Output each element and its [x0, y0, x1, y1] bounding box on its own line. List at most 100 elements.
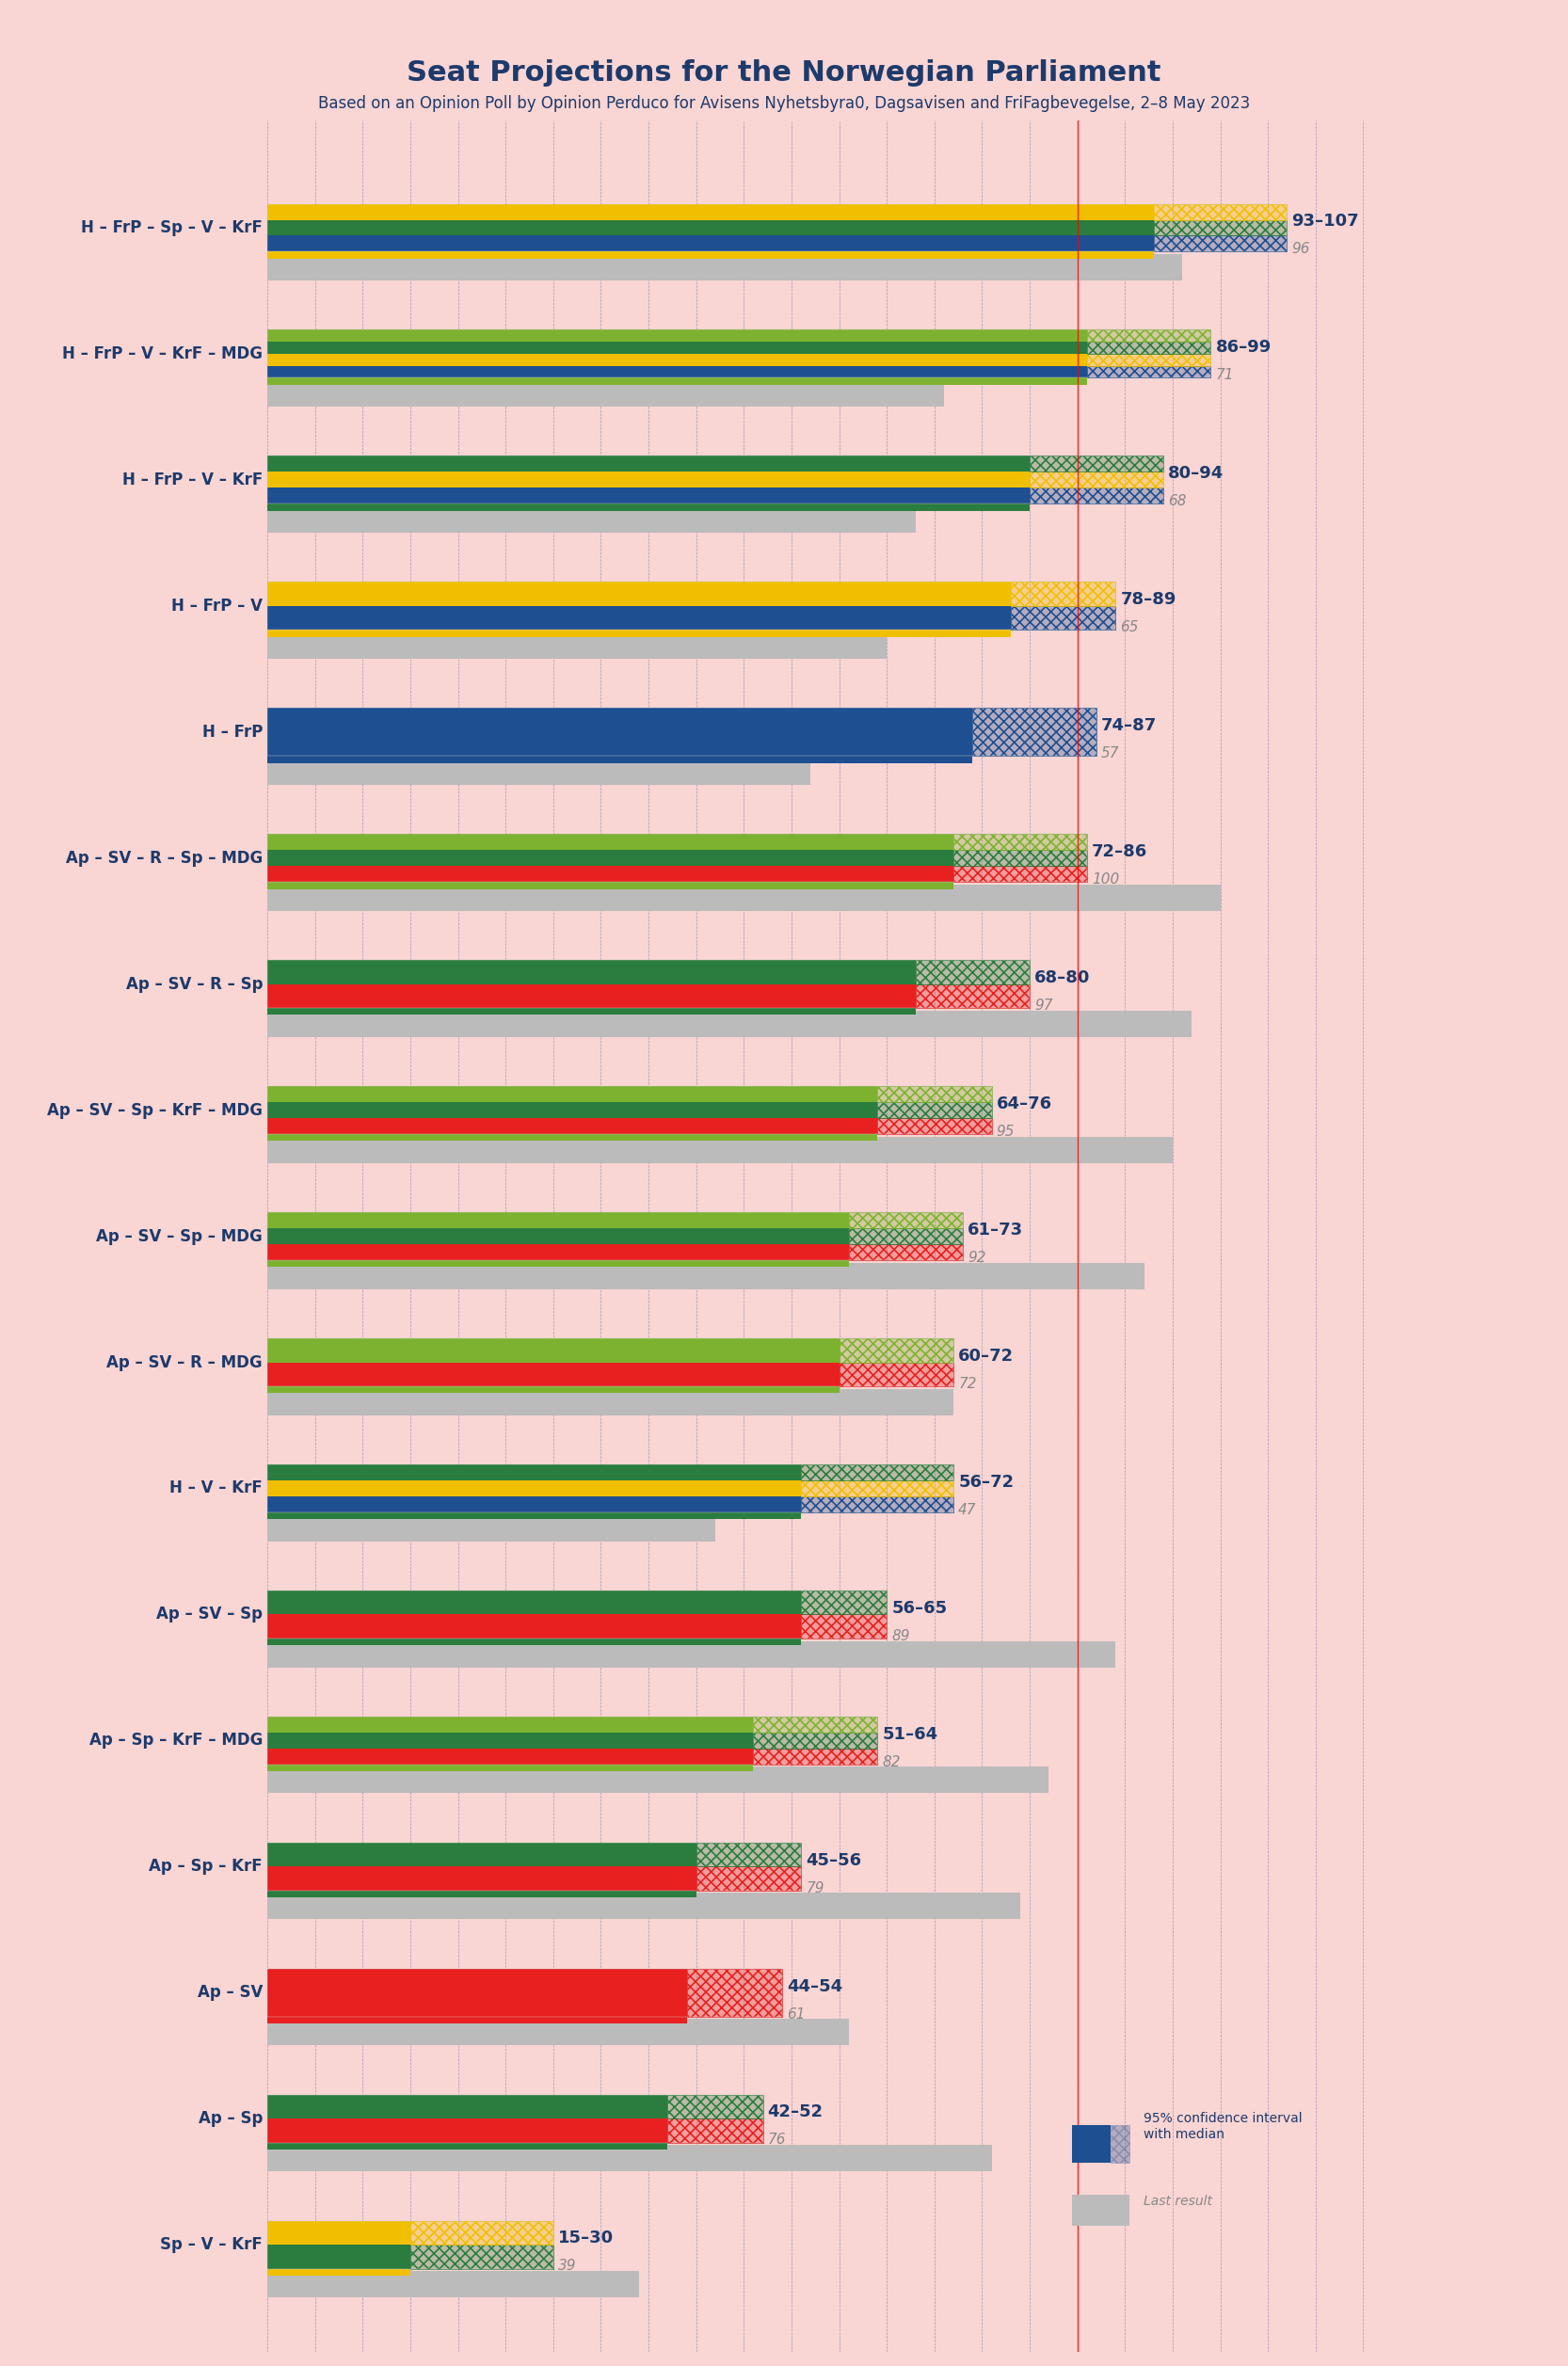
Bar: [1087, 329, 1210, 341]
Text: Ap – Sp – KrF: Ap – Sp – KrF: [149, 1857, 262, 1874]
Bar: [953, 835, 1087, 849]
Text: 71: 71: [1215, 369, 1234, 383]
Bar: [268, 961, 1030, 1008]
Bar: [268, 203, 1287, 251]
Bar: [268, 1514, 715, 1540]
Text: H – FrP – V – KrF: H – FrP – V – KrF: [122, 471, 262, 487]
Bar: [268, 1086, 991, 1133]
Bar: [268, 329, 1210, 379]
Bar: [1087, 355, 1210, 367]
Bar: [268, 1748, 753, 1765]
Text: 68–80: 68–80: [1035, 970, 1090, 987]
Bar: [668, 2094, 764, 2118]
Bar: [268, 1103, 877, 1119]
Bar: [268, 211, 1154, 227]
Bar: [268, 1370, 839, 1394]
Bar: [268, 866, 953, 883]
Bar: [268, 1218, 848, 1235]
Text: 56–72: 56–72: [958, 1474, 1014, 1491]
Bar: [268, 849, 953, 866]
Bar: [268, 1502, 801, 1519]
Bar: [268, 487, 1030, 504]
Bar: [268, 374, 1087, 386]
Bar: [801, 1614, 887, 1637]
Bar: [268, 1363, 839, 1386]
Text: Ap – Sp: Ap – Sp: [198, 2110, 262, 2127]
Bar: [268, 2101, 668, 2125]
Bar: [668, 2118, 764, 2144]
Bar: [268, 336, 1087, 348]
Bar: [839, 1363, 953, 1386]
Bar: [687, 1969, 782, 2016]
Bar: [268, 360, 1087, 374]
Text: Ap – SV – Sp – KrF – MDG: Ap – SV – Sp – KrF – MDG: [47, 1103, 262, 1119]
Bar: [848, 1245, 963, 1261]
Text: 76: 76: [768, 2134, 786, 2148]
Bar: [268, 1389, 953, 1415]
Bar: [268, 707, 972, 757]
Bar: [268, 582, 1115, 629]
Text: H – FrP – Sp – V – KrF: H – FrP – Sp – V – KrF: [82, 220, 262, 237]
Bar: [753, 1748, 877, 1765]
Bar: [1154, 237, 1287, 251]
Bar: [268, 1228, 848, 1245]
Text: 100: 100: [1091, 873, 1120, 887]
Bar: [696, 1867, 801, 1890]
Bar: [268, 1119, 877, 1133]
Bar: [268, 613, 1011, 636]
Bar: [268, 873, 953, 890]
Text: 64–76: 64–76: [996, 1095, 1052, 1112]
Bar: [1073, 2125, 1110, 2163]
Text: Ap – SV – Sp: Ap – SV – Sp: [157, 1607, 262, 1623]
Text: 95% confidence interval
with median: 95% confidence interval with median: [1143, 2113, 1303, 2141]
Bar: [268, 478, 1030, 494]
Bar: [848, 1211, 963, 1228]
Bar: [268, 1739, 753, 1756]
Bar: [268, 1621, 801, 1644]
Bar: [753, 1715, 877, 1732]
Bar: [1087, 367, 1210, 379]
Bar: [268, 1110, 877, 1126]
Bar: [268, 1969, 782, 2016]
Bar: [953, 866, 1087, 883]
Text: H – FrP – V – KrF – MDG: H – FrP – V – KrF – MDG: [63, 345, 262, 362]
Bar: [268, 355, 1087, 367]
Bar: [1011, 582, 1115, 606]
Bar: [1154, 203, 1287, 220]
Bar: [268, 1086, 877, 1103]
Bar: [268, 2271, 640, 2297]
Bar: [696, 1867, 801, 1890]
Bar: [753, 1732, 877, 1748]
Text: 89: 89: [892, 1628, 909, 1642]
Bar: [268, 506, 916, 532]
Bar: [268, 1715, 753, 1732]
Bar: [411, 2245, 554, 2269]
Bar: [268, 632, 887, 658]
Bar: [801, 1495, 953, 1512]
Text: Sp – V – KrF: Sp – V – KrF: [160, 2236, 262, 2252]
Bar: [848, 1228, 963, 1245]
Bar: [839, 1339, 953, 1363]
Bar: [268, 1093, 877, 1110]
Bar: [268, 244, 1154, 258]
Text: 86–99: 86–99: [1215, 338, 1272, 355]
Bar: [877, 1086, 991, 1103]
Bar: [268, 494, 1030, 511]
Bar: [268, 885, 1220, 911]
Bar: [1154, 220, 1287, 237]
Bar: [268, 1263, 1145, 1289]
Text: 51–64: 51–64: [883, 1725, 938, 1744]
Bar: [753, 1732, 877, 1748]
Bar: [801, 1590, 887, 1614]
Text: 68: 68: [1168, 494, 1187, 509]
Bar: [753, 1715, 877, 1732]
Bar: [268, 227, 1154, 244]
Bar: [268, 1732, 753, 1748]
Bar: [268, 2125, 668, 2151]
Bar: [268, 1245, 848, 1261]
Text: 97: 97: [1035, 998, 1052, 1013]
Bar: [268, 606, 1011, 629]
Bar: [668, 2118, 764, 2144]
Bar: [268, 856, 953, 873]
Bar: [877, 1119, 991, 1133]
